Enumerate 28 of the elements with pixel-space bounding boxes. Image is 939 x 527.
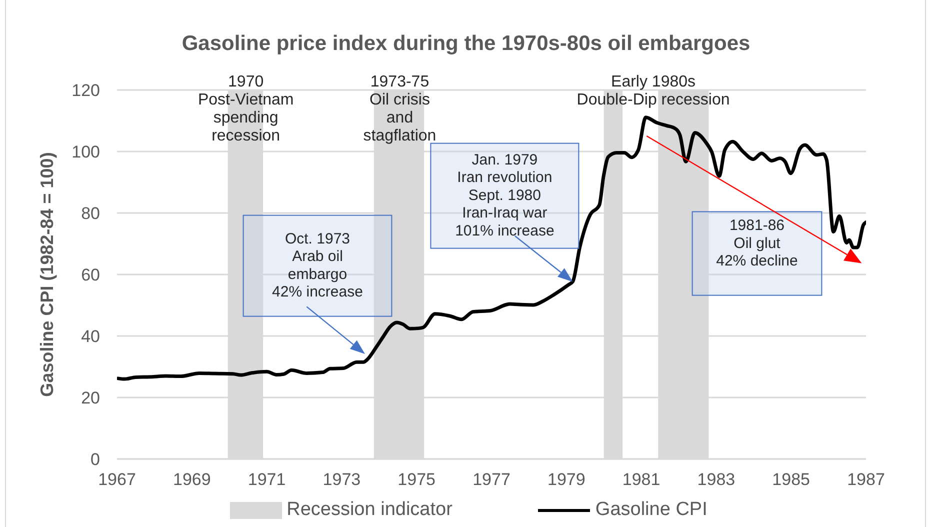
x-tick-label: 1975 <box>398 470 436 490</box>
y-axis-title: Gasoline CPI (1982-84 = 100) <box>37 152 57 397</box>
y-tick-label: 40 <box>81 327 100 346</box>
annotation: 1973-75 Oil crisis and stagflation <box>363 74 436 144</box>
x-tick-label: 1977 <box>472 470 510 490</box>
annotation: 1970 Post-Vietnam spending recession <box>198 74 294 144</box>
annotation: Early 1980s Double-Dip recession <box>576 74 730 108</box>
chart-title: Gasoline price index during the 1970s-80s oil embargoes <box>182 32 750 54</box>
x-tick-label: 1971 <box>248 470 286 490</box>
x-tick-label: 1987 <box>847 470 885 490</box>
y-tick-label: 80 <box>81 204 100 224</box>
annotation: Jan. 1979 Iran revolution Sept. 1980 Iran-Iraq war 101% increase <box>455 152 554 240</box>
x-tick-label: 1985 <box>772 470 810 490</box>
x-tick-label: 1979 <box>547 470 586 490</box>
x-tick-label: 1981 <box>622 470 660 490</box>
legend-label: Recession indicator <box>286 499 452 521</box>
y-tick-label: 100 <box>72 142 100 162</box>
x-tick-label: 1983 <box>697 470 736 490</box>
y-tick-label: 20 <box>81 388 100 408</box>
y-tick-label: 60 <box>81 266 100 285</box>
y-tick-label: 120 <box>72 81 100 100</box>
y-tick-label: 0 <box>90 450 100 470</box>
x-tick-label: 1967 <box>98 470 136 490</box>
x-tick-label: 1973 <box>322 470 361 490</box>
annotation: Oct. 1973 Arab oil embargo 42% increase <box>272 230 363 301</box>
annotation: 1981-86 Oil glut 42% decline <box>716 217 798 270</box>
legend-label: Gasoline CPI <box>595 499 708 521</box>
x-tick-label: 1969 <box>172 470 211 490</box>
